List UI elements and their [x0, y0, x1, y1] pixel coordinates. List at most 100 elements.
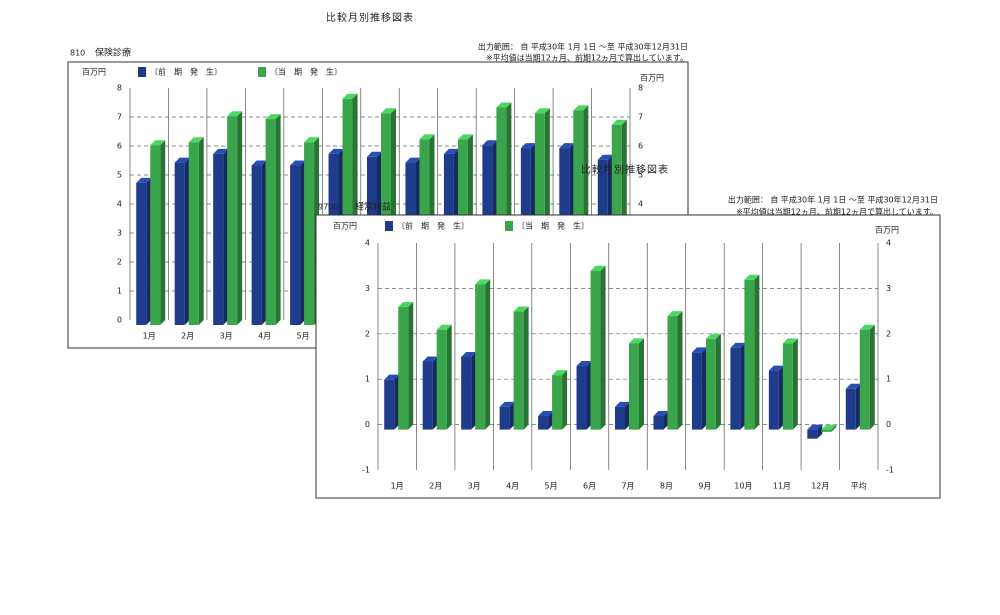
bar-side	[562, 370, 568, 430]
bar-top	[457, 134, 473, 140]
bar	[475, 284, 486, 430]
x-tick-label: 2月	[181, 332, 194, 341]
average-note: ※平均値は当期12ヵ月、前期12ヵ月で算出しています。	[736, 207, 938, 217]
bar	[691, 352, 702, 430]
chart-subject: 経常利益	[355, 201, 391, 213]
chart-frame	[315, 214, 941, 499]
x-tick-label: 9月	[698, 482, 711, 491]
bar-top	[290, 160, 306, 166]
bar-side	[817, 424, 823, 439]
bar-side	[740, 342, 746, 430]
y-tick-label: 4	[886, 239, 891, 248]
bar-top	[538, 410, 554, 416]
bar-top	[611, 119, 627, 125]
bar-top	[807, 424, 823, 430]
bar-side	[237, 111, 243, 325]
y-tick-label: 2	[886, 329, 891, 338]
y-tick-label: 7	[638, 113, 643, 122]
y-tick-label: 4	[638, 200, 643, 209]
bar-top	[436, 324, 452, 330]
bar-top	[520, 143, 536, 149]
bar	[629, 343, 639, 430]
x-tick-label: 4月	[258, 332, 271, 341]
x-tick-label: 5月	[297, 332, 310, 341]
bar-top	[381, 108, 396, 114]
legend-label: 〔前 期 発 生〕	[150, 67, 222, 77]
bar-side	[586, 361, 592, 430]
legend-swatch	[385, 221, 393, 231]
x-tick-label: 4月	[506, 482, 519, 491]
legend-label: 〔当 期 発 生〕	[517, 221, 589, 231]
y-tick-label: 1	[365, 375, 370, 384]
bar-top	[136, 177, 152, 183]
x-tick-label: 11月	[773, 482, 791, 491]
bar-side	[778, 365, 784, 430]
bar-side	[869, 324, 875, 430]
chart-title: 比較月別推移図表	[326, 11, 414, 24]
bar-side	[146, 177, 152, 325]
bar-top	[384, 374, 400, 380]
bar-top	[615, 401, 630, 407]
bar-side	[394, 374, 400, 430]
bar-side	[300, 160, 306, 325]
legend-label: 〔当 期 発 生〕	[270, 67, 342, 77]
output-range: 出力範囲： 自 平成30年 1月 1日 ～至 平成30年12月31日	[728, 195, 938, 205]
bar-side	[625, 401, 630, 430]
bar-side	[261, 160, 267, 325]
x-tick-label: 3月	[468, 482, 481, 491]
y-tick-label: 6	[117, 142, 122, 151]
y-tick-label: 8	[117, 84, 122, 93]
bar-side	[523, 306, 529, 430]
bar-top	[859, 324, 875, 330]
x-tick-label: 10月	[734, 482, 752, 491]
bar-side	[600, 265, 606, 430]
y-tick-label: 4	[365, 239, 370, 248]
bar	[705, 338, 716, 430]
bar	[513, 311, 524, 430]
unit-label: 百万円	[333, 222, 357, 231]
bar	[615, 406, 625, 430]
bar	[436, 329, 447, 430]
bar	[150, 145, 161, 325]
bar-side	[446, 324, 452, 430]
bar	[590, 270, 601, 430]
bar-top	[629, 338, 644, 344]
bar-top	[405, 157, 421, 163]
bar-top	[398, 302, 414, 308]
y-tick-label: 2	[117, 258, 122, 267]
bar-top	[213, 148, 229, 154]
y-tick-label: 1	[117, 287, 122, 296]
bar-top	[251, 160, 267, 166]
bar-top	[461, 351, 477, 357]
bar-side	[432, 356, 438, 430]
output-range: 出力範囲： 自 平成30年 1月 1日 ～至 平成30年12月31日	[478, 42, 688, 52]
bar	[227, 116, 238, 325]
y-tick-label: 0	[886, 420, 891, 429]
bar	[290, 165, 301, 325]
y-tick-label: 2	[365, 329, 370, 338]
bar-side	[701, 347, 707, 430]
bar	[667, 316, 678, 430]
bar-top	[691, 347, 707, 353]
bar	[342, 98, 353, 325]
bar-top	[513, 306, 529, 312]
y-tick-label: 3	[886, 284, 891, 293]
bar	[744, 279, 755, 430]
x-tick-label: 平均	[851, 481, 867, 491]
bar	[859, 329, 870, 430]
bar-top	[845, 383, 861, 389]
bar	[461, 356, 472, 430]
y-tick-label: 1	[886, 375, 891, 384]
bar-side	[184, 157, 190, 325]
bar-side	[792, 338, 798, 430]
bar-side	[509, 401, 515, 430]
bar	[730, 347, 741, 430]
bar-top	[821, 424, 837, 430]
y-tick-label: 0	[365, 420, 370, 429]
bar-top	[559, 143, 575, 149]
bar-top	[782, 338, 798, 344]
y-tick-label: 7	[117, 113, 122, 122]
bar-top	[482, 140, 498, 146]
y-tick-label: 0	[117, 316, 122, 325]
y-tick-label: 5	[117, 171, 122, 180]
